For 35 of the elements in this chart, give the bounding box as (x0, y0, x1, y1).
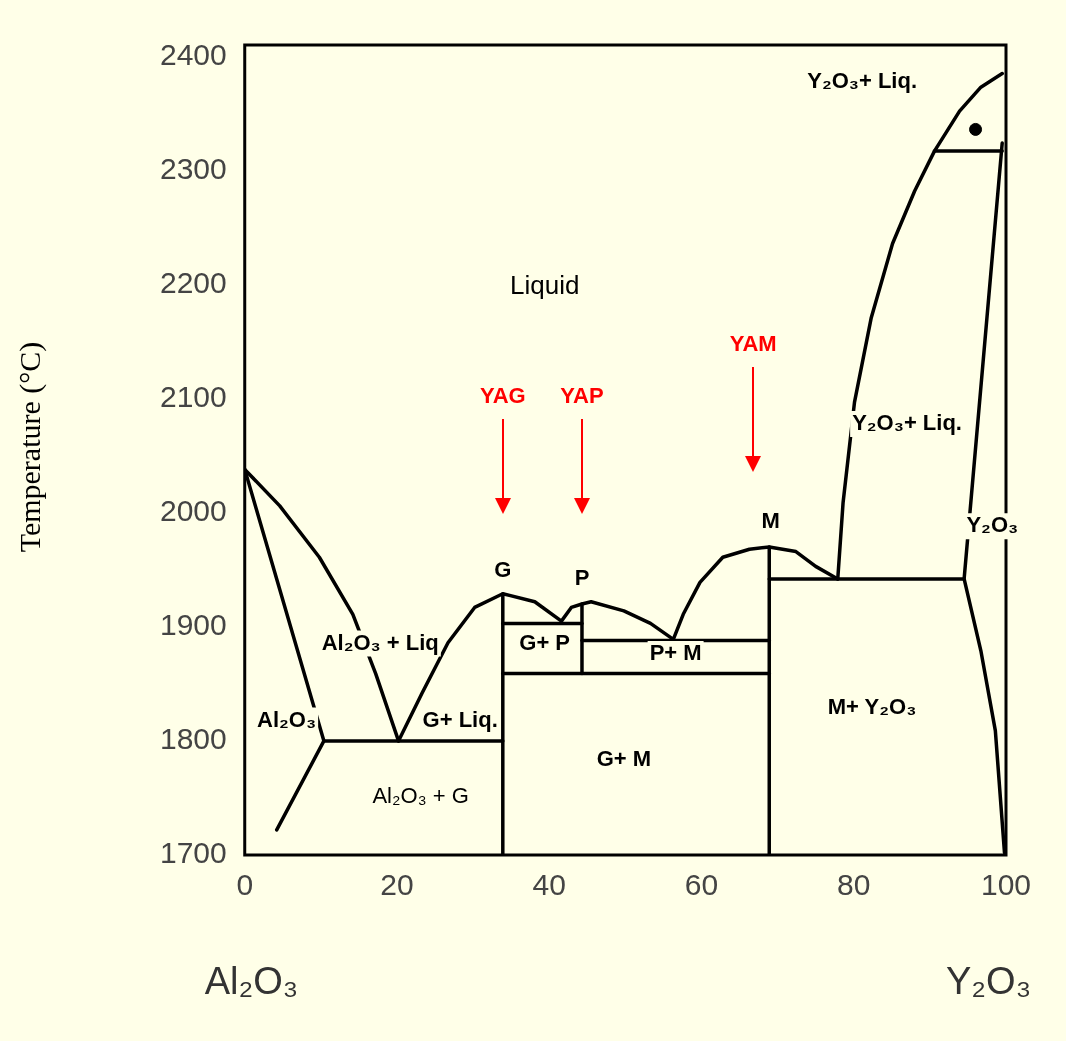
annotation: Y₂O₃+ Liq. (807, 68, 918, 94)
annotation: YAP (560, 383, 604, 409)
x-tick-label: 60 (684, 868, 719, 902)
y-axis-title: Temperature (°C) (13, 340, 47, 555)
annotation: M+ Y₂O₃ (827, 693, 917, 719)
annotation: G+ Liq. (422, 706, 498, 732)
annotation: Y₂O₃+ Liq. (852, 410, 962, 436)
annotation: G+ P (519, 629, 571, 655)
x-tick-label: 0 (236, 868, 254, 902)
text: Al₂O₃ (204, 960, 299, 1003)
x-tick-label: 20 (380, 868, 414, 902)
annotation: YAM (729, 330, 777, 356)
annotation: M (761, 508, 780, 534)
y-tick-label: 2400 (159, 37, 227, 71)
x-tick-label: 40 (532, 868, 566, 902)
annotation: P (574, 564, 590, 590)
y-tick-label: 2100 (159, 379, 227, 413)
y-tick-label: 2300 (159, 151, 227, 185)
annotation: P+ M (649, 640, 702, 666)
y-tick-label: 2200 (159, 265, 227, 299)
annotation: G+ M (596, 746, 652, 772)
y-tick-label: 1900 (159, 608, 227, 642)
annotation: Liquid (509, 270, 580, 301)
text: Y₂O₃ (946, 960, 1032, 1003)
annotation: Al₂O₃ + Liq (321, 629, 439, 655)
y-tick-label: 1700 (159, 836, 227, 870)
y-tick-label: 1800 (159, 722, 227, 756)
annotation: Al₂O₃ + G (372, 782, 469, 808)
x-tick-label: 80 (837, 868, 871, 902)
annotation: G (494, 556, 512, 582)
annotation: YAG (479, 383, 526, 409)
annotation: Y₂O₃ (966, 512, 1019, 538)
y-tick-label: 2000 (159, 494, 227, 528)
annotation: Al₂O₃ (257, 706, 317, 732)
x-tick-label: 100 (980, 868, 1032, 902)
